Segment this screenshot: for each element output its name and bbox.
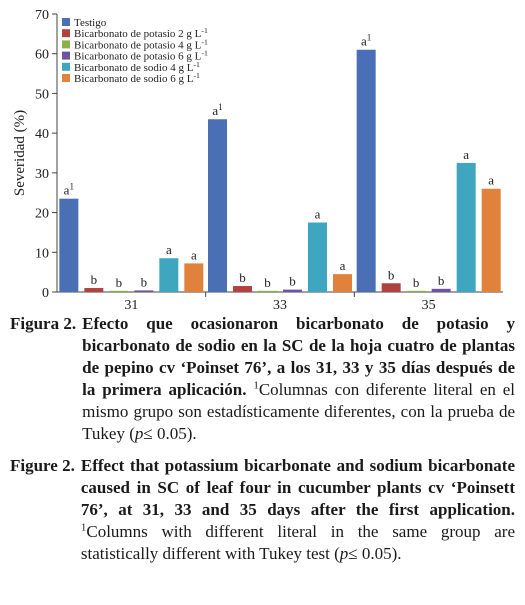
bar (308, 222, 327, 292)
y-tick-label: 40 (35, 127, 49, 142)
p-symbol: p (339, 544, 349, 563)
data-label: a (166, 242, 172, 257)
data-label: b (413, 275, 420, 290)
y-tick-label: 50 (35, 87, 49, 102)
legend-label: Bicarbonato de potasio 2 g L-1 (74, 26, 208, 41)
bar (481, 188, 501, 292)
bar (456, 162, 476, 292)
bar (283, 289, 302, 292)
legend-label: Testigo (74, 17, 107, 29)
figure-caption-english: Figure 2. Effect that potassium bicarbon… (10, 455, 515, 565)
bar (406, 290, 426, 292)
data-label: a (488, 173, 494, 188)
caption-title: Effect that potassium bicarbonate and so… (80, 456, 515, 519)
y-tick-label: 60 (35, 48, 49, 63)
legend-label: Bicarbonato de sodio 4 g L-1 (74, 59, 200, 74)
bar (356, 49, 376, 292)
data-label: b (289, 274, 296, 289)
data-label: b (388, 267, 395, 282)
y-axis-label: Severidad (%) (12, 110, 28, 196)
data-label: a (315, 207, 321, 222)
legend-swatch (62, 18, 70, 26)
caption-note-end: ≤ 0.05). (143, 424, 197, 443)
caption-label: Figure 2. (10, 456, 75, 475)
bar (208, 119, 227, 292)
x-tick-label: 31 (124, 298, 138, 310)
legend-swatch (62, 62, 70, 71)
data-label: b (264, 275, 271, 290)
bar (258, 290, 277, 292)
footnote-marker: 1 (253, 379, 259, 392)
p-symbol: p (134, 424, 144, 443)
caption-note: Columnas con diferente literal en el mis… (82, 380, 516, 443)
y-tick-label: 70 (35, 8, 49, 23)
data-label: a (191, 247, 197, 262)
legend-label: Bicarbonato de potasio 4 g L-1 (74, 37, 208, 52)
bar (431, 288, 451, 292)
bar (159, 258, 179, 292)
data-label: a1 (64, 182, 74, 198)
bar (333, 274, 352, 292)
data-label: b (438, 273, 445, 288)
data-label: a1 (212, 102, 222, 118)
legend-swatch (62, 40, 70, 49)
bar-chart: 0 10 20 30 40 50 60 70 Severidad (%) 31 a1 b b b a a 33 a… (12, 8, 503, 310)
y-tick-label: 30 (35, 167, 49, 182)
data-label: a (340, 258, 346, 273)
data-label: a (463, 147, 469, 162)
caption-title: Efecto que ocasionaron bicarbonato de po… (82, 314, 515, 399)
data-label: b (141, 274, 148, 289)
legend-swatch (62, 51, 70, 60)
bar (233, 286, 252, 292)
y-tick-label: 20 (35, 207, 49, 222)
legend-swatch (62, 29, 70, 38)
legend-label: Bicarbonato de sodio 6 g L-1 (74, 71, 200, 86)
x-tick-label: 33 (273, 298, 287, 310)
y-tick-label: 10 (35, 246, 49, 261)
bar (84, 288, 104, 292)
legend-swatch (62, 74, 70, 82)
data-label: b (239, 270, 246, 285)
x-tick-label: 35 (422, 298, 436, 310)
data-label: b (116, 275, 123, 290)
bar (109, 290, 129, 292)
legend-label: Bicarbonato de potasio 6 g L-1 (74, 48, 208, 63)
bar (134, 290, 154, 292)
bar (59, 198, 79, 292)
caption-note: Columns with different literal in the sa… (80, 522, 515, 563)
bar (381, 283, 401, 292)
data-label: b (91, 272, 98, 287)
caption-note-end: ≤ 0.05). (348, 544, 402, 563)
data-label: a1 (361, 33, 371, 49)
footnote-marker: 1 (80, 521, 87, 534)
caption-label: Figura 2. (10, 314, 77, 333)
bar (184, 263, 204, 292)
y-tick-label: 0 (42, 286, 49, 301)
figure-caption-spanish: Figura 2. Efecto que ocasionaron bicarbo… (10, 313, 515, 445)
